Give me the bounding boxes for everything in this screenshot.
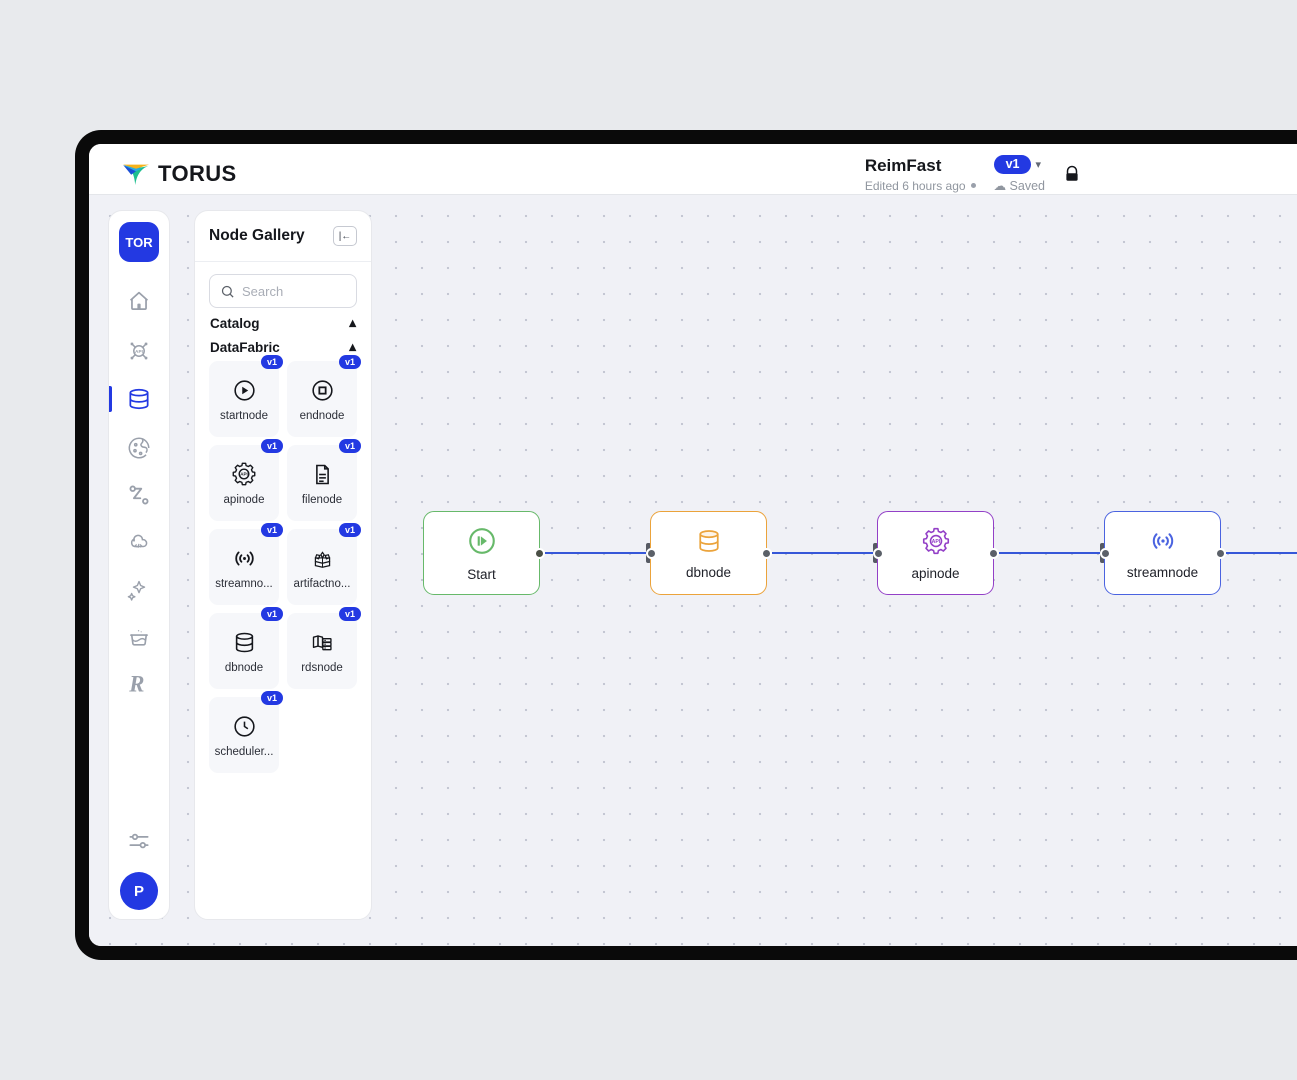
svg-text:API: API	[240, 472, 248, 477]
svg-text:API: API	[135, 349, 143, 355]
svg-text:R: R	[128, 672, 144, 697]
svg-text:API: API	[931, 539, 940, 545]
